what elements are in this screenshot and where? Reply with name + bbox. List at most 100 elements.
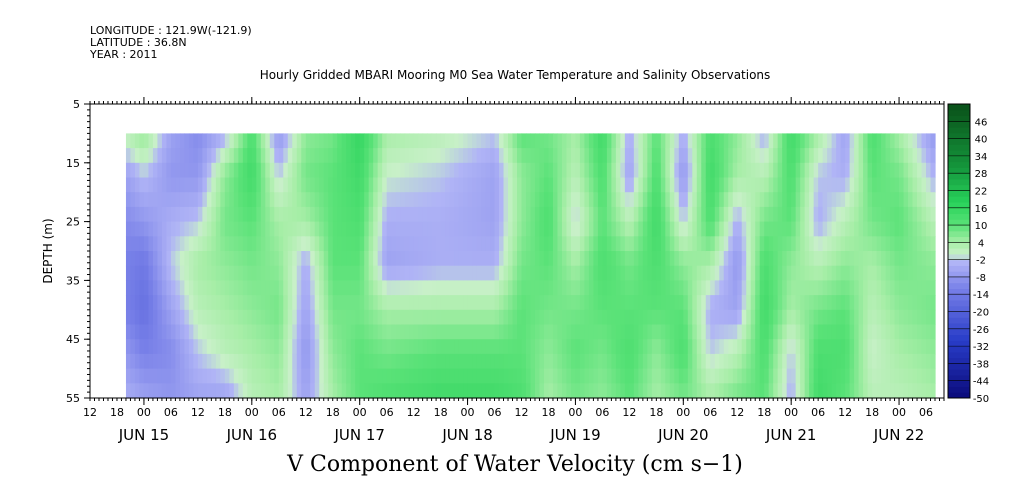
heatmap-cell — [773, 192, 779, 208]
heatmap-cell — [845, 206, 851, 223]
heatmap-cell — [310, 265, 316, 281]
heatmap-cell — [386, 309, 392, 326]
heatmap-cell — [422, 148, 428, 164]
heatmap-cell — [287, 221, 293, 237]
heatmap-cell — [723, 221, 729, 237]
heatmap-cell — [863, 206, 869, 223]
heatmap-cell — [638, 148, 644, 164]
colorbar-segment — [948, 104, 970, 111]
heatmap-cell — [624, 368, 630, 384]
heatmap-cell — [602, 265, 608, 281]
heatmap-cell — [269, 177, 275, 193]
heatmap-cell — [517, 295, 523, 311]
heatmap-cell — [490, 339, 496, 355]
heatmap-cell — [768, 221, 774, 237]
heatmap-cell — [917, 133, 923, 149]
heatmap-cell — [701, 162, 707, 179]
heatmap-cell — [206, 236, 212, 252]
heatmap-cell — [606, 236, 612, 252]
heatmap-cell — [206, 251, 212, 267]
heatmap-cell — [341, 221, 347, 237]
heatmap-cell — [759, 133, 765, 149]
heatmap-cell — [413, 251, 419, 267]
heatmap-cell — [863, 280, 869, 296]
heatmap-cell — [148, 309, 154, 326]
heatmap-cell — [588, 280, 595, 296]
heatmap-cell — [732, 265, 738, 281]
heatmap-cell — [355, 295, 361, 311]
heatmap-cell — [840, 324, 846, 340]
heatmap-cell — [220, 265, 226, 281]
heatmap-cell — [588, 148, 595, 164]
heatmap-cell — [687, 265, 693, 281]
heatmap-cell — [836, 221, 842, 237]
heatmap-cell — [368, 265, 374, 281]
heatmap-cell — [759, 251, 765, 267]
heatmap-cell — [422, 280, 428, 296]
heatmap-cell — [539, 280, 545, 296]
heatmap-cell — [296, 206, 302, 223]
heatmap-cell — [719, 251, 725, 267]
heatmap-cell — [899, 265, 905, 281]
heatmap-cell — [746, 324, 752, 340]
heatmap-cell — [274, 177, 280, 193]
heatmap-cell — [274, 206, 280, 223]
heatmap-cell — [139, 162, 145, 179]
heatmap-cell — [759, 177, 765, 193]
heatmap-cell — [287, 133, 293, 149]
heatmap-cell — [611, 221, 617, 237]
heatmap-cell — [152, 251, 159, 267]
heatmap-cell — [202, 280, 208, 296]
heatmap-cell — [687, 295, 693, 311]
heatmap-cell — [314, 236, 320, 252]
heatmap-cell — [912, 265, 918, 281]
heatmap-cell — [876, 383, 882, 399]
heatmap-cell — [795, 265, 801, 281]
heatmap-cell — [161, 236, 168, 252]
heatmap-cell — [543, 324, 550, 340]
heatmap-cell — [445, 236, 451, 252]
heatmap-cell — [890, 221, 896, 237]
heatmap-cell — [656, 309, 662, 326]
heatmap-cell — [170, 383, 176, 399]
heatmap-cell — [292, 177, 298, 193]
heatmap-cell — [238, 368, 244, 384]
heatmap-cell — [211, 221, 217, 237]
heatmap-cell — [323, 265, 329, 281]
heatmap-cell — [265, 192, 271, 208]
heatmap-cell — [710, 236, 716, 252]
heatmap-cell — [269, 221, 275, 237]
heatmap-cell — [804, 236, 810, 252]
heatmap-cell — [431, 206, 437, 223]
heatmap-cell — [508, 383, 514, 399]
heatmap-cell — [750, 324, 756, 340]
heatmap-cell — [813, 368, 819, 384]
heatmap-cell — [364, 383, 370, 399]
heatmap-cell — [440, 251, 446, 267]
heatmap-cell — [665, 383, 671, 399]
heatmap-cell — [193, 265, 199, 281]
heatmap-cell — [125, 368, 132, 384]
heatmap-cell — [427, 353, 433, 370]
heatmap-cell — [548, 162, 554, 179]
heatmap-cell — [525, 295, 532, 311]
heatmap-cell — [440, 383, 446, 399]
heatmap-cell — [777, 162, 783, 179]
heatmap-cell — [355, 324, 361, 340]
heatmap-cell — [894, 324, 900, 340]
heatmap-cell — [534, 324, 541, 340]
heatmap-cell — [260, 192, 266, 208]
heatmap-cell — [206, 353, 212, 370]
heatmap-cell — [638, 339, 644, 355]
heatmap-cell — [386, 353, 392, 370]
heatmap-cell — [301, 162, 307, 179]
heatmap-cell — [606, 295, 612, 311]
heatmap-cell — [269, 162, 275, 179]
heatmap-cell — [197, 309, 203, 326]
heatmap-cell — [179, 280, 185, 296]
heatmap-cell — [804, 339, 810, 355]
heatmap-cell — [543, 265, 550, 281]
heatmap-cell — [517, 368, 523, 384]
heatmap-cell — [197, 339, 203, 355]
heatmap-cell — [490, 148, 496, 164]
